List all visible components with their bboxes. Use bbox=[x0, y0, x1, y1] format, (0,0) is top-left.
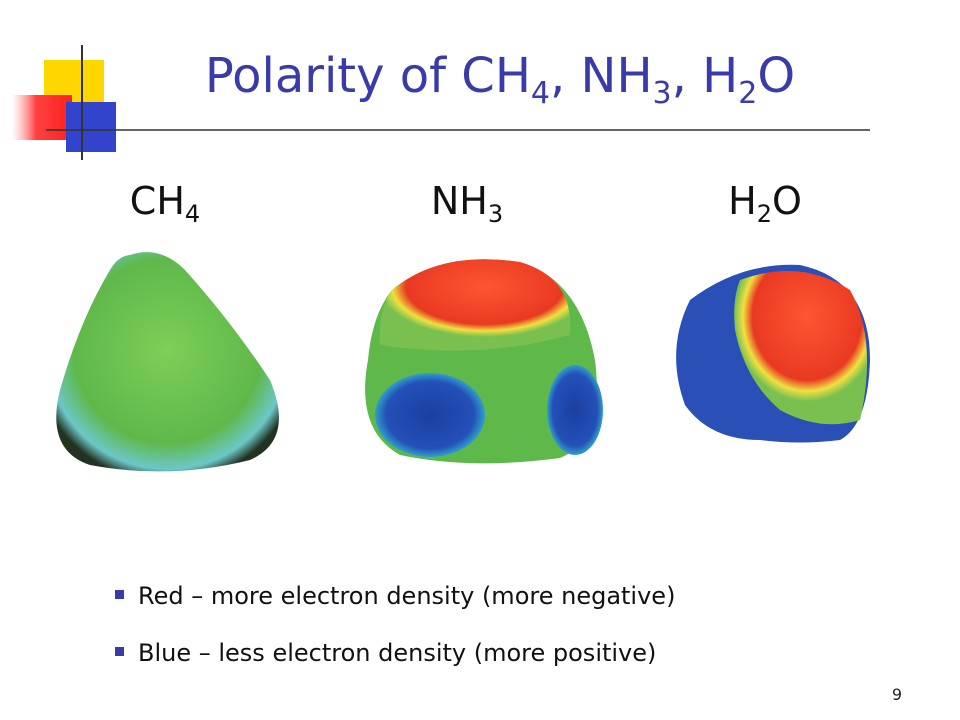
molecule-label: NH3 bbox=[431, 179, 503, 228]
text-part: , NH bbox=[550, 48, 653, 104]
bullet-text: Blue – less electron density (more posit… bbox=[138, 639, 656, 667]
subscript: 2 bbox=[738, 76, 757, 111]
text-part: H bbox=[728, 179, 757, 223]
subscript: 3 bbox=[488, 200, 503, 228]
subscript: 2 bbox=[757, 200, 772, 228]
title: Polarity of CH4, NH3, H2O bbox=[205, 48, 795, 111]
subscript: 3 bbox=[653, 76, 672, 111]
bullet-list: Red – more electron density (more negati… bbox=[115, 582, 675, 667]
molecule-images bbox=[56, 252, 870, 472]
corner-decoration bbox=[12, 45, 870, 160]
bullet-text: Red – more electron density (more negati… bbox=[138, 582, 675, 610]
molecule-labels: CH4 NH3 H2O bbox=[130, 179, 802, 228]
bullet-marker bbox=[115, 647, 124, 656]
text-part: NH bbox=[431, 179, 488, 223]
page-number: 9 bbox=[892, 685, 902, 704]
molecule-label: CH4 bbox=[130, 179, 200, 228]
molecule-label: H2O bbox=[728, 179, 802, 228]
bullet-marker bbox=[115, 590, 124, 599]
subscript: 4 bbox=[531, 76, 550, 111]
text-part: CH bbox=[130, 179, 185, 223]
text-part: , H bbox=[672, 48, 739, 104]
text-part: O bbox=[772, 179, 802, 223]
text-part: Polarity of CH bbox=[205, 48, 531, 104]
text-part: O bbox=[757, 48, 795, 104]
subscript: 4 bbox=[185, 200, 200, 228]
